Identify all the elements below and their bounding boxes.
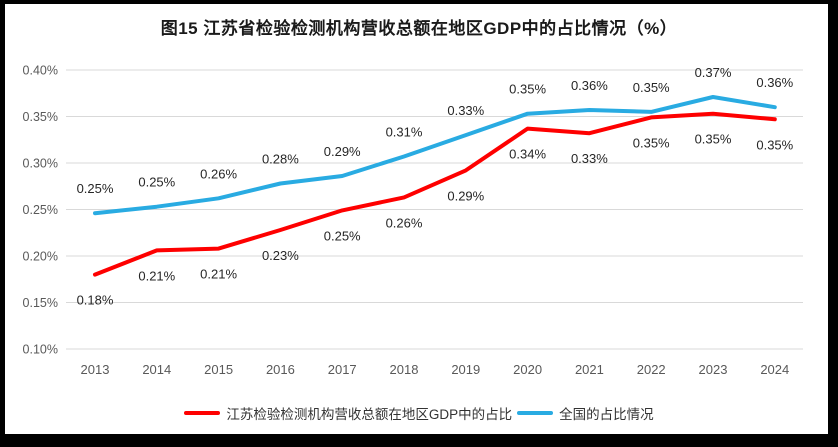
legend: 江苏检验检测机构营收总额在地区GDP中的占比 全国的占比情况 <box>0 403 838 423</box>
x-tick-label: 2017 <box>328 362 357 377</box>
x-tick-label: 2019 <box>451 362 480 377</box>
data-label-series-0: 0.34% <box>509 147 546 162</box>
data-label-series-0: 0.21% <box>200 267 237 282</box>
x-tick-label: 2022 <box>637 362 666 377</box>
series-line-0 <box>93 111 777 277</box>
x-tick-label: 2016 <box>266 362 295 377</box>
data-label-series-0: 0.35% <box>695 132 732 147</box>
data-label-series-1: 0.31% <box>386 125 423 140</box>
x-tick-label: 2021 <box>575 362 604 377</box>
data-label-series-0: 0.35% <box>756 137 793 152</box>
data-label-series-0: 0.25% <box>324 228 361 243</box>
data-label-series-0: 0.21% <box>138 268 175 283</box>
y-tick-label: 0.10% <box>23 343 58 357</box>
x-tick-label: 2015 <box>204 362 233 377</box>
y-tick-label: 0.15% <box>23 296 58 310</box>
data-label-series-1: 0.25% <box>138 175 175 190</box>
y-tick-label: 0.40% <box>23 64 58 78</box>
data-label-series-1: 0.29% <box>324 144 361 159</box>
data-label-series-1: 0.35% <box>509 82 546 97</box>
legend-label-national: 全国的占比情况 <box>559 407 654 422</box>
national-line-swatch <box>517 411 554 415</box>
y-tick-label: 0.25% <box>23 203 58 217</box>
data-label-series-1: 0.28% <box>262 152 299 167</box>
jiangsu-line-swatch <box>184 411 221 415</box>
x-tick-label: 2020 <box>513 362 542 377</box>
y-tick-label: 0.35% <box>23 110 58 124</box>
x-tick-label: 2023 <box>699 362 728 377</box>
data-label-series-0: 0.29% <box>447 188 484 203</box>
x-tick-label: 2014 <box>142 362 171 377</box>
x-tick-label: 2024 <box>760 362 789 377</box>
data-label-series-1: 0.26% <box>200 166 237 181</box>
x-tick-label: 2018 <box>390 362 419 377</box>
y-tick-label: 0.20% <box>23 250 58 264</box>
data-label-series-1: 0.33% <box>447 103 484 118</box>
data-label-series-1: 0.37% <box>695 65 732 80</box>
legend-item-national: 全国的占比情况 <box>517 403 654 423</box>
data-label-series-1: 0.36% <box>756 75 793 90</box>
data-label-series-0: 0.35% <box>633 135 670 150</box>
chart-title: 图15 江苏省检验检测机构营收总额在地区GDP中的占比情况（%） <box>160 19 678 38</box>
data-label-series-1: 0.35% <box>633 80 670 95</box>
data-label-series-1: 0.25% <box>77 181 114 196</box>
data-label-series-0: 0.23% <box>262 248 299 263</box>
x-tick-label: 2013 <box>81 362 110 377</box>
data-label-series-0: 0.26% <box>386 215 423 230</box>
legend-item-jiangsu: 江苏检验检测机构营收总额在地区GDP中的占比 <box>184 403 512 423</box>
data-label-series-0: 0.18% <box>77 293 114 308</box>
y-tick-label: 0.30% <box>23 157 58 171</box>
data-label-series-0: 0.33% <box>571 151 608 166</box>
data-label-series-1: 0.36% <box>571 78 608 93</box>
chart-canvas <box>5 4 828 434</box>
series-line-1 <box>93 95 777 216</box>
legend-label-jiangsu: 江苏检验检测机构营收总额在地区GDP中的占比 <box>226 407 513 422</box>
